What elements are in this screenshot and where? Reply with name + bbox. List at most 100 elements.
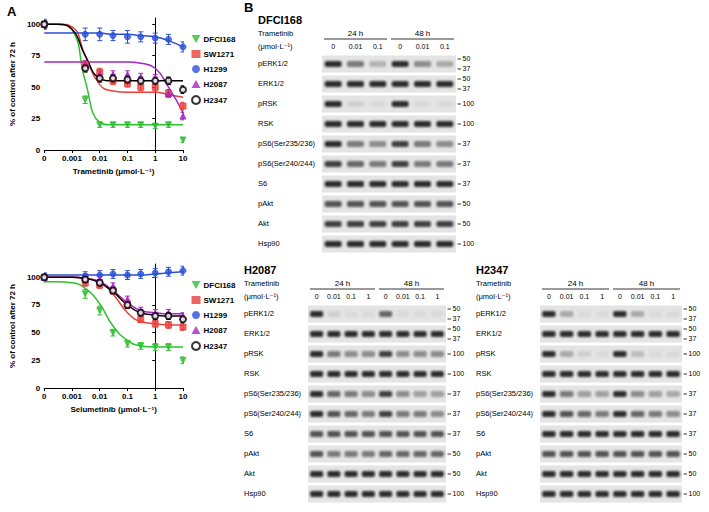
svg-text:DFCI168: DFCI168 xyxy=(204,281,237,290)
svg-text:75: 75 xyxy=(31,300,40,309)
svg-text:RSK: RSK xyxy=(476,369,491,378)
svg-text:24 h: 24 h xyxy=(348,29,364,38)
svg-text:S6: S6 xyxy=(258,179,267,188)
svg-text:ERK1/2: ERK1/2 xyxy=(244,329,270,338)
svg-text:100: 100 xyxy=(689,350,701,357)
svg-text:0.1: 0.1 xyxy=(651,293,661,300)
svg-text:37: 37 xyxy=(453,335,461,342)
svg-text:0.1: 0.1 xyxy=(580,293,590,300)
svg-text:H2087: H2087 xyxy=(204,326,228,335)
svg-text:0.1: 0.1 xyxy=(122,392,134,401)
svg-text:100: 100 xyxy=(463,100,475,107)
svg-text:pS6(Ser235/236): pS6(Ser235/236) xyxy=(244,389,302,398)
svg-text:1: 1 xyxy=(671,293,675,300)
svg-text:0.01: 0.01 xyxy=(396,293,410,300)
svg-text:0.01: 0.01 xyxy=(327,293,341,300)
svg-text:pRSK: pRSK xyxy=(258,99,278,108)
svg-text:pS6(Ser235/236): pS6(Ser235/236) xyxy=(258,139,316,148)
svg-text:50: 50 xyxy=(453,450,461,457)
svg-text:100: 100 xyxy=(689,490,701,497)
svg-text:DFCI168: DFCI168 xyxy=(258,14,302,26)
svg-text:37: 37 xyxy=(689,335,697,342)
svg-text:48 h: 48 h xyxy=(639,279,655,288)
svg-text:100: 100 xyxy=(453,350,465,357)
svg-text:37: 37 xyxy=(463,160,471,167)
svg-text:pAkt: pAkt xyxy=(258,199,274,208)
svg-text:1: 1 xyxy=(366,293,370,300)
svg-text:0: 0 xyxy=(36,384,41,393)
svg-text:50: 50 xyxy=(31,83,40,92)
svg-text:37: 37 xyxy=(463,65,471,72)
svg-text:37: 37 xyxy=(689,315,697,322)
svg-text:0: 0 xyxy=(36,146,41,155)
svg-text:25: 25 xyxy=(31,356,40,365)
svg-text:100: 100 xyxy=(689,370,701,377)
svg-text:0.1: 0.1 xyxy=(373,43,383,50)
svg-text:50: 50 xyxy=(689,305,697,312)
svg-text:1: 1 xyxy=(435,293,439,300)
svg-text:RSK: RSK xyxy=(258,119,273,128)
svg-text:Akt: Akt xyxy=(244,469,256,478)
svg-text:Akt: Akt xyxy=(476,469,488,478)
svg-text:37: 37 xyxy=(453,410,461,417)
svg-text:B: B xyxy=(244,0,253,15)
svg-text:0.1: 0.1 xyxy=(122,154,134,163)
svg-text:50: 50 xyxy=(463,220,471,227)
svg-text:pRSK: pRSK xyxy=(244,349,264,358)
svg-text:100: 100 xyxy=(453,490,465,497)
svg-text:(μmol·L⁻¹): (μmol·L⁻¹) xyxy=(476,292,511,301)
svg-text:48 h: 48 h xyxy=(404,279,420,288)
svg-text:RSK: RSK xyxy=(244,369,259,378)
svg-text:100: 100 xyxy=(27,273,41,282)
svg-text:50: 50 xyxy=(453,305,461,312)
svg-text:pERK1/2: pERK1/2 xyxy=(258,59,288,68)
svg-text:75: 75 xyxy=(31,51,40,60)
svg-text:% of control after 72 h: % of control after 72 h xyxy=(8,42,17,126)
svg-text:SW1271: SW1271 xyxy=(204,296,235,305)
svg-text:0: 0 xyxy=(315,293,319,300)
svg-text:SW1271: SW1271 xyxy=(204,50,235,59)
svg-text:Selumetinib (μmol·L⁻¹): Selumetinib (μmol·L⁻¹) xyxy=(70,405,157,414)
svg-text:37: 37 xyxy=(453,390,461,397)
svg-text:H1299: H1299 xyxy=(204,311,228,320)
svg-text:pAkt: pAkt xyxy=(476,449,492,458)
svg-text:37: 37 xyxy=(463,140,471,147)
svg-text:0: 0 xyxy=(547,293,551,300)
svg-text:Trametinib: Trametinib xyxy=(258,29,293,38)
svg-text:50: 50 xyxy=(453,325,461,332)
svg-text:1: 1 xyxy=(600,293,604,300)
svg-text:100: 100 xyxy=(453,370,465,377)
svg-text:37: 37 xyxy=(453,430,461,437)
svg-text:24 h: 24 h xyxy=(568,279,584,288)
svg-text:H2087: H2087 xyxy=(204,80,228,89)
svg-text:50: 50 xyxy=(689,325,697,332)
svg-text:50: 50 xyxy=(463,200,471,207)
svg-text:pRSK: pRSK xyxy=(476,349,496,358)
svg-text:37: 37 xyxy=(689,390,697,397)
svg-text:37: 37 xyxy=(689,430,697,437)
svg-text:10: 10 xyxy=(179,154,188,163)
svg-text:0.01: 0.01 xyxy=(92,392,108,401)
svg-text:DFCI168: DFCI168 xyxy=(204,35,237,44)
svg-text:0.001: 0.001 xyxy=(62,392,83,401)
svg-text:pS6(Ser235/236): pS6(Ser235/236) xyxy=(476,389,534,398)
svg-text:Trametinib: Trametinib xyxy=(244,279,279,288)
svg-text:0.001: 0.001 xyxy=(62,154,83,163)
svg-text:0: 0 xyxy=(398,43,402,50)
svg-text:0: 0 xyxy=(42,392,47,401)
svg-text:0.01: 0.01 xyxy=(631,293,645,300)
svg-text:pERK1/2: pERK1/2 xyxy=(244,309,274,318)
svg-text:Hsp90: Hsp90 xyxy=(244,489,266,498)
svg-text:H1299: H1299 xyxy=(204,65,228,74)
svg-text:100: 100 xyxy=(463,120,475,127)
svg-text:A: A xyxy=(7,4,17,19)
svg-text:Hsp90: Hsp90 xyxy=(258,239,280,248)
svg-text:25: 25 xyxy=(31,114,40,123)
svg-text:50: 50 xyxy=(463,55,471,62)
svg-text:100: 100 xyxy=(463,240,475,247)
svg-text:0: 0 xyxy=(42,154,47,163)
svg-text:0.01: 0.01 xyxy=(560,293,574,300)
svg-text:50: 50 xyxy=(453,470,461,477)
svg-text:37: 37 xyxy=(453,315,461,322)
svg-text:48 h: 48 h xyxy=(415,29,431,38)
